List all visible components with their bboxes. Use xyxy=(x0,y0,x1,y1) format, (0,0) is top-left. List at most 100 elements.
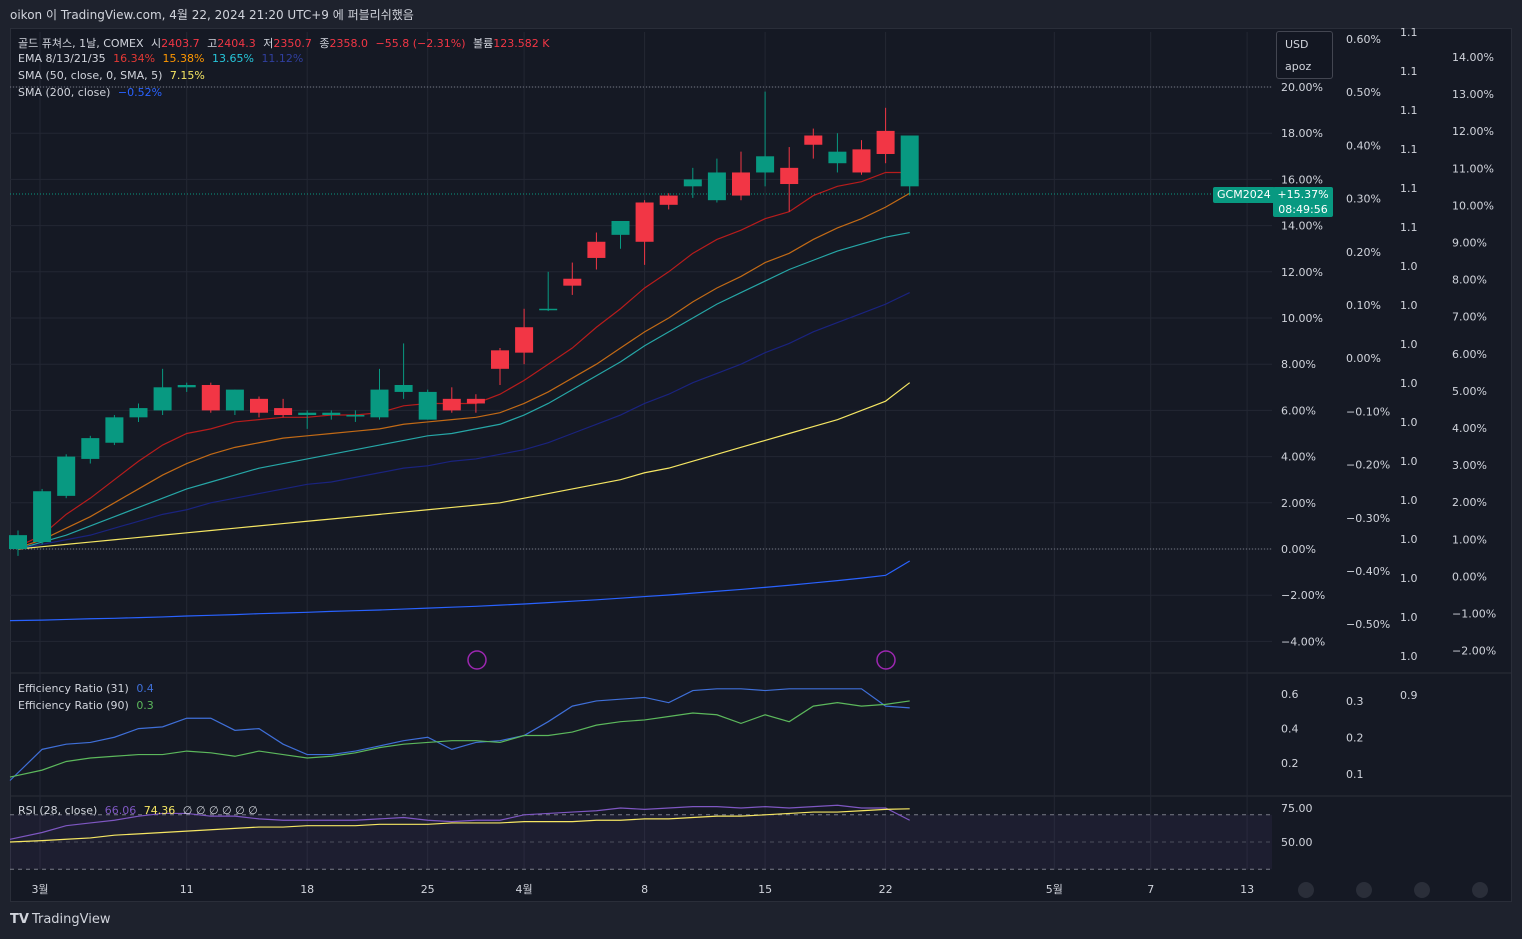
candle-body xyxy=(346,415,365,417)
top-bar: oikon 이 TradingView.com, 4월 22, 2024 21:… xyxy=(0,0,1522,28)
axis-3-tick: 1.0 xyxy=(1400,416,1418,429)
event-arrow-icon xyxy=(467,650,487,670)
ema13-line xyxy=(17,192,910,549)
x-tick-label: 3월 xyxy=(31,883,48,896)
rsi-tick: 75.00 xyxy=(1281,802,1313,815)
legend-low: 2350.7 xyxy=(273,37,312,50)
candle-body xyxy=(370,389,389,418)
axis-2-tick: 0.60% xyxy=(1346,33,1381,46)
rsi-ma-line xyxy=(9,808,910,843)
legend-sma50-label: SMA (50, close, 0, SMA, 5) xyxy=(18,69,163,82)
candle-body xyxy=(225,389,244,411)
axis-4-tick: 13.00% xyxy=(1452,88,1494,101)
legend-rsi: 66.06 xyxy=(104,804,137,817)
candle-body xyxy=(828,151,847,164)
axis-3-tick: 1.1 xyxy=(1400,143,1418,156)
legend-sma200-label: SMA (200, close) xyxy=(18,86,111,99)
candle-body xyxy=(611,220,630,235)
axis-2-tick: 0.50% xyxy=(1346,86,1381,99)
axis-2-tick: 0.20% xyxy=(1346,246,1381,259)
er-tick: 0.2 xyxy=(1281,757,1299,770)
candle-body xyxy=(852,149,871,173)
legend-sma50: 7.15% xyxy=(169,69,205,82)
legend-rsi-row: RSI (28, close) 66.06 74.36 ∅ ∅ ∅ ∅ ∅ ∅ xyxy=(18,804,262,817)
currency-box[interactable]: USD apoz xyxy=(1276,31,1333,79)
axis-3-tick: 1.1 xyxy=(1400,221,1418,234)
legend-high: 2404.3 xyxy=(217,37,256,50)
er-right-tick: 0.1 xyxy=(1346,768,1364,781)
x-tick-label: 22 xyxy=(879,883,893,896)
axis-1-tick: 12.00% xyxy=(1281,266,1323,279)
axis-2-tick: 0.30% xyxy=(1346,193,1381,206)
event-lightning-icon xyxy=(876,650,896,670)
scale-a-icon xyxy=(1298,882,1314,898)
candle-body xyxy=(177,384,196,388)
candle-body xyxy=(81,438,100,459)
legend-er90: 0.3 xyxy=(136,699,154,712)
candle-body xyxy=(707,172,726,201)
axis-1-tick: 16.00% xyxy=(1281,173,1323,186)
legend-symbol-row: 골드 퓨쳐스, 1날, COMEX 시2403.7 고2404.3 저2350.… xyxy=(18,35,553,51)
candle-body xyxy=(515,327,534,353)
axis-4-tick: −1.00% xyxy=(1452,608,1496,621)
axis-4-tick: −2.00% xyxy=(1452,645,1496,658)
axis-2-tick: −0.30% xyxy=(1346,512,1390,525)
axis-4-tick: 5.00% xyxy=(1452,385,1487,398)
x-tick-label: 15 xyxy=(758,883,772,896)
tradingview-logo-text: TradingView xyxy=(31,912,111,927)
axis-4-tick: 1.00% xyxy=(1452,533,1487,546)
axis-3-tick: 1.0 xyxy=(1400,572,1418,585)
candle-body xyxy=(659,195,678,205)
candle-body xyxy=(900,135,919,187)
candle-body xyxy=(539,308,558,311)
price-tag-countdown: 08:49:56 xyxy=(1278,203,1328,216)
axis-3-tick: 1.0 xyxy=(1400,260,1418,273)
axis-4-tick: 12.00% xyxy=(1452,125,1494,138)
axis-4-tick: 7.00% xyxy=(1452,311,1487,324)
axis-4-tick: 6.00% xyxy=(1452,348,1487,361)
ema21-line xyxy=(17,231,910,550)
ema8-line xyxy=(17,171,910,548)
axis-4-tick: 4.00% xyxy=(1452,422,1487,435)
chart-frame[interactable] xyxy=(10,28,1512,902)
candle-body xyxy=(804,135,823,145)
legend-close: 2358.0 xyxy=(329,37,369,50)
x-tick-label: 5월 xyxy=(1046,883,1063,896)
axis-1-tick: 2.00% xyxy=(1281,497,1316,510)
ema35-line xyxy=(17,292,910,550)
bottom-bar xyxy=(0,902,1522,939)
legend-er31: 0.4 xyxy=(136,682,154,695)
axis-3-tick: 1.0 xyxy=(1400,533,1418,546)
axis-2-tick: −0.40% xyxy=(1346,565,1390,578)
legend-er90-label: Efficiency Ratio (90) xyxy=(18,699,129,712)
candle-body xyxy=(129,408,148,418)
x-tick-label: 8 xyxy=(641,883,648,896)
candle-body xyxy=(250,398,268,413)
candle-body xyxy=(466,398,485,404)
legend-volume-label: 볼륨 xyxy=(472,37,494,50)
candle-body xyxy=(780,167,799,185)
axis-3-tick: 1.1 xyxy=(1400,65,1418,78)
er-right-tick: 0.2 xyxy=(1346,732,1364,745)
legend-volume: 123.582 K xyxy=(493,37,550,50)
candle-body xyxy=(442,398,461,411)
x-tick-label: 13 xyxy=(1240,883,1254,896)
scale-d-icon xyxy=(1472,882,1488,898)
price-tag-symbol: GCM2024 xyxy=(1213,187,1275,203)
sma200-line xyxy=(9,560,911,622)
axis-1-tick: −4.00% xyxy=(1281,635,1325,648)
axis-2-tick: −0.50% xyxy=(1346,618,1390,631)
axis-1-tick: 6.00% xyxy=(1281,404,1316,417)
axis-3-tick: 1.0 xyxy=(1400,650,1418,663)
axis-3-tick: 1.0 xyxy=(1400,299,1418,312)
price-tag: +15.37% 08:49:56 xyxy=(1273,187,1333,217)
tradingview-logo-icon: TV xyxy=(10,912,29,927)
candle-body xyxy=(418,391,437,420)
legend-ema21: 13.65% xyxy=(211,52,254,65)
legend-rsi-ma: 74.36 xyxy=(143,804,176,817)
axis-1-tick: 8.00% xyxy=(1281,358,1316,371)
axis-2-tick: −0.20% xyxy=(1346,459,1390,472)
axis-1-tick: 4.00% xyxy=(1281,451,1316,464)
legend-close-label: 종 xyxy=(319,37,330,50)
